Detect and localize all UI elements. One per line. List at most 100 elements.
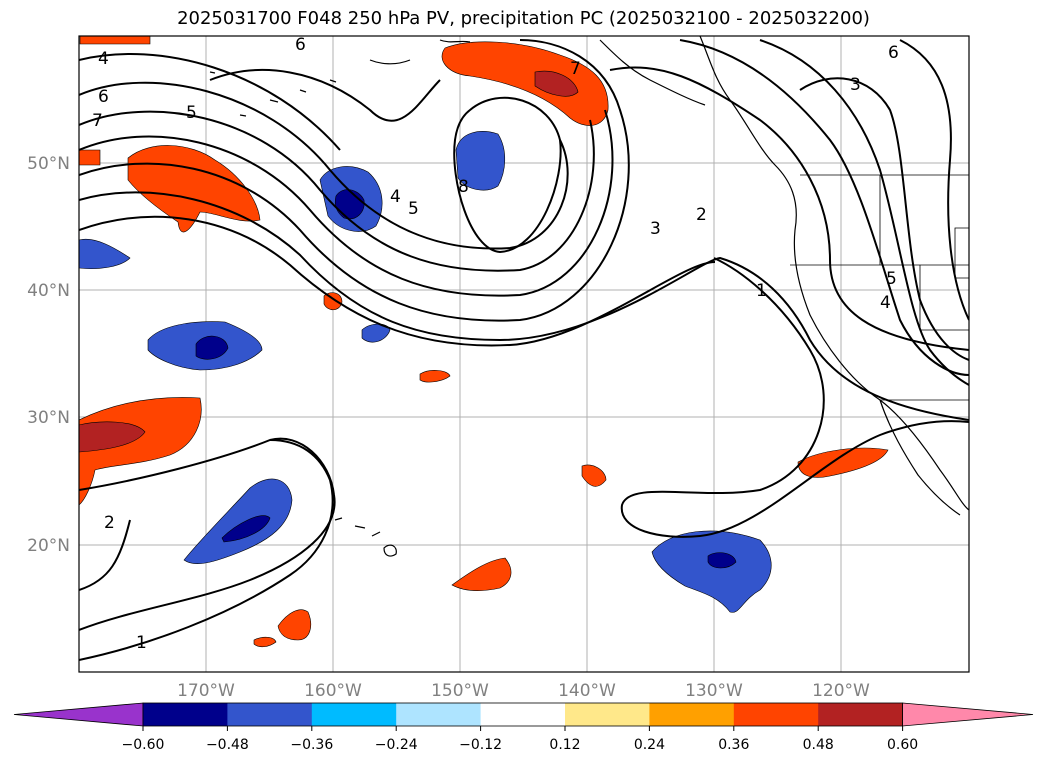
latitude-labels: 50°N 40°N 30°N 20°N <box>27 154 70 556</box>
colorbar-frame <box>142 702 903 727</box>
colorbar-tick-label: 0.36 <box>718 737 749 753</box>
coastline-north-america <box>699 36 969 511</box>
colorbar-tick-label: −0.60 <box>122 737 165 753</box>
coastlines <box>209 36 969 557</box>
pv-contour-3 <box>79 109 614 297</box>
precip-negative-areas <box>79 131 772 613</box>
precip-blob-gulf-alaska-core <box>534 70 579 97</box>
colorbar-tick-labels: −0.60 −0.48 −0.36 −0.24 −0.12 0.12 0.24 0.36 0.4… <box>122 726 918 753</box>
contour-label: 5 <box>886 269 897 289</box>
contour-label: 4 <box>390 187 401 207</box>
pv-contour-labels: 4 6 7 5 6 7 8 4 5 3 2 1 3 6 5 4 2 1 <box>92 35 899 653</box>
colorbar-tick-label: 0.60 <box>887 737 918 753</box>
pv-contour-6 <box>79 53 341 151</box>
precip-blob-hawaii-east-neg <box>651 530 772 613</box>
colorbar-segment <box>733 703 819 726</box>
precip-blob-south-west-2 <box>253 636 277 648</box>
colorbar <box>13 702 1034 727</box>
precip-blob-sw-neg-core <box>221 515 271 543</box>
pv-contour-east-4 <box>799 77 969 361</box>
pv-contours <box>79 39 969 661</box>
pv-contour-west-2 <box>79 437 336 631</box>
colorbar-segment <box>143 703 228 726</box>
pv-contour-1-east <box>620 257 969 538</box>
contour-label: 1 <box>136 633 147 653</box>
coastline-alaska-islands <box>369 39 706 106</box>
lat-label-40n: 40°N <box>27 281 70 301</box>
colorbar-extend-right <box>902 702 1034 727</box>
precip-blob-top-left <box>79 36 151 45</box>
longitude-labels: 170°W 160°W 150°W 140°W 130°W 120°W <box>177 681 870 701</box>
colorbar-segment <box>396 703 482 726</box>
contour-label: 4 <box>880 293 891 313</box>
coastline-baja <box>879 399 961 516</box>
precip-blob-sw-core <box>79 421 146 453</box>
lon-label-130w: 130°W <box>685 681 743 701</box>
precip-blob-hawaii-se <box>581 464 607 487</box>
colorbar-tick-label: 0.48 <box>803 737 834 753</box>
precip-blob-small-neg <box>361 323 391 343</box>
pv-contour-east-1 <box>609 66 969 351</box>
lat-label-30n: 30°N <box>27 408 70 428</box>
contour-label: 8 <box>458 177 469 197</box>
lon-label-140w: 140°W <box>558 681 616 701</box>
contour-label: 4 <box>98 49 109 69</box>
precip-blob-gulf-neg <box>455 131 506 191</box>
pv-contour-north-1 <box>209 69 441 122</box>
colorbar-tick-label: 0.24 <box>634 737 665 753</box>
precip-blob-small-2 <box>419 370 451 383</box>
precip-blob-central-west-core <box>195 335 229 360</box>
pv-contour-inner-loop <box>453 96 562 254</box>
precip-positive-areas <box>79 36 889 648</box>
colorbar-segment <box>227 703 313 726</box>
precip-blob-south-central <box>451 557 512 591</box>
lon-label-160w: 160°W <box>304 681 362 701</box>
contour-label: 1 <box>756 281 767 301</box>
contour-label: 6 <box>888 43 899 63</box>
pv-contour-5 <box>79 81 569 250</box>
pv-contour-east-3 <box>759 39 969 386</box>
contour-label: 5 <box>408 199 419 219</box>
contour-label: 3 <box>850 75 861 95</box>
political-borders <box>790 174 969 401</box>
border-states-3 <box>919 265 969 331</box>
pv-contour-1 <box>79 215 716 347</box>
pv-contour-1-south <box>79 439 334 661</box>
contour-label: 5 <box>186 103 197 123</box>
precip-blob-south-west-1 <box>277 609 311 641</box>
contour-label: 6 <box>98 87 109 107</box>
precip-blob-dateline-west <box>79 149 101 166</box>
border-states-4 <box>954 227 969 279</box>
colorbar-tick-label: −0.12 <box>459 737 502 753</box>
colorbar-segment <box>565 703 650 726</box>
colorbar-extend-left <box>13 702 144 727</box>
map-plot-area: 4 6 7 5 6 7 8 4 5 3 2 1 3 6 5 4 2 1 <box>79 35 969 672</box>
map-frame <box>78 35 970 673</box>
contour-label: 6 <box>295 35 306 55</box>
colorbar-segment <box>649 703 735 726</box>
lon-label-150w: 150°W <box>431 681 489 701</box>
lat-label-50n: 50°N <box>27 154 70 174</box>
pv-contour-4 <box>79 110 595 272</box>
pv-contour-east-2 <box>679 39 969 376</box>
colorbar-tick-label: 0.12 <box>549 737 580 753</box>
coastline-hawaii <box>334 517 397 557</box>
colorbar-tick-label: −0.36 <box>290 737 333 753</box>
lat-label-20n: 20°N <box>27 536 70 556</box>
contour-label: 3 <box>650 219 661 239</box>
colorbar-tick-label: −0.24 <box>375 737 418 753</box>
lon-label-120w: 120°W <box>812 681 870 701</box>
precip-blob-sw-neg <box>183 478 293 564</box>
contour-label: 7 <box>570 59 581 79</box>
contour-label: 7 <box>92 111 103 131</box>
coastline-aleutians <box>209 71 337 117</box>
contour-label: 2 <box>104 513 115 533</box>
colorbar-segment <box>818 703 904 726</box>
pv-contour-west-2b <box>79 519 131 591</box>
colorbar-segment <box>311 703 397 726</box>
colorbar-segment <box>480 703 566 726</box>
lon-label-170w: 170°W <box>177 681 235 701</box>
colorbar-tick-label: −0.48 <box>206 737 249 753</box>
precip-blob-hawaii-east-core <box>707 552 737 569</box>
